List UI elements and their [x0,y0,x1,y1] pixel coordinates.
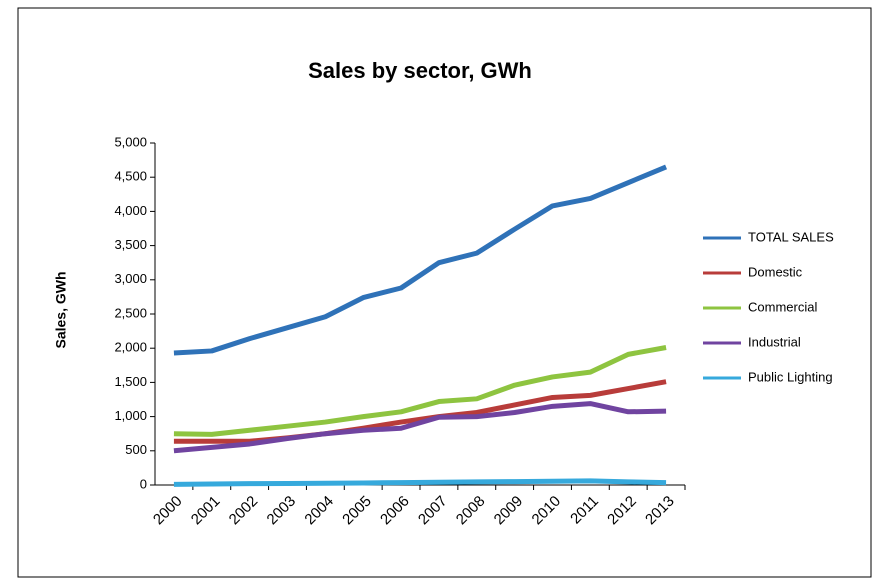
y-tick-label: 4,000 [114,203,147,218]
y-tick-label: 4,500 [114,169,147,184]
series-line [173,164,668,356]
y-tick-label: 0 [140,476,147,491]
series-line [173,345,667,437]
legend-label: Commercial [748,299,817,314]
y-tick-label: 3,500 [114,237,147,252]
legend-label: Domestic [748,264,803,279]
y-tick-label: 1,000 [114,408,147,423]
y-tick-label: 1,500 [114,374,147,389]
y-tick-label: 3,000 [114,271,147,286]
y-tick-label: 2,000 [114,340,147,355]
series-line [173,478,667,487]
y-tick-label: 500 [125,442,147,457]
series-line [173,401,667,454]
legend-label: Public Lighting [748,369,833,384]
y-tick-label: 5,000 [114,134,147,149]
legend-label: Industrial [748,334,801,349]
chart-title: Sales by sector, GWh [308,58,532,83]
y-axis-title: Sales, GWh [53,271,69,348]
legend-label: TOTAL SALES [748,229,834,244]
chart-frame [17,7,872,578]
y-tick-label: 2,500 [114,305,147,320]
